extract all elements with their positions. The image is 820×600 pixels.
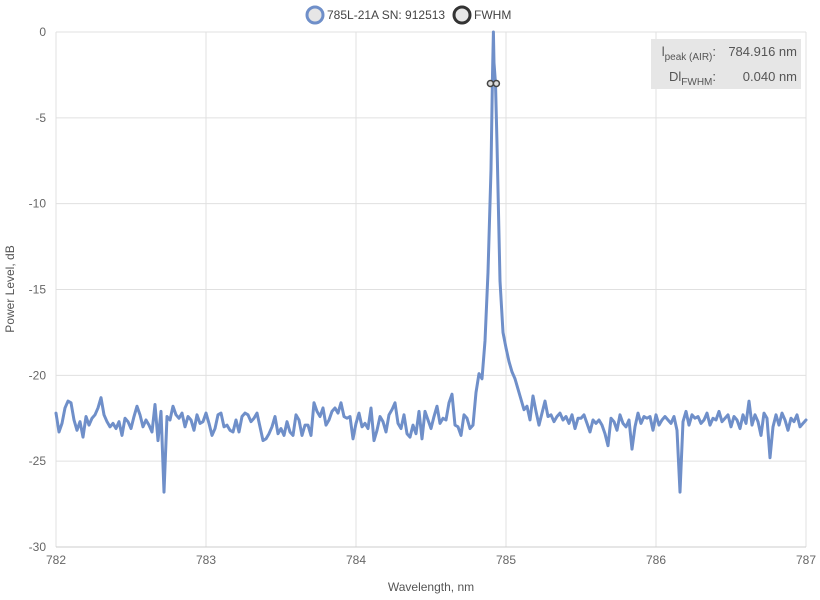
x-tick-label: 785 [496, 553, 516, 567]
grid [55, 31, 807, 548]
peak-wavelength-label: lpeak (AIR): [662, 44, 716, 63]
y-tick-label: -10 [29, 197, 47, 211]
y-tick-label: -30 [29, 540, 47, 554]
legend-label-spectrum: 785L-21A SN: 912513 [327, 8, 445, 22]
fwhm-marker [492, 79, 501, 88]
y-axis-ticks: 0 -5 -10 -15 -20 -25 -30 [29, 25, 47, 554]
fwhm-symbol: Dl [669, 69, 681, 84]
x-tick-label: 783 [196, 553, 216, 567]
y-axis-title: Power Level, dB [3, 245, 17, 332]
x-axis-title: Wavelength, nm [388, 580, 474, 594]
y-tick-label: -20 [29, 368, 47, 382]
y-tick-label: -15 [29, 283, 47, 297]
x-tick-label: 786 [646, 553, 666, 567]
peak-wavelength-value: 784.916 nm [728, 44, 797, 59]
fwhm-marker [486, 79, 495, 88]
series-line [54, 30, 808, 494]
legend-item-spectrum[interactable]: 785L-21A SN: 912513 [305, 5, 445, 25]
x-tick-label: 782 [46, 553, 66, 567]
series-layer [54, 30, 808, 494]
peak-symbol: l [662, 44, 665, 59]
fwhm-markers [486, 79, 501, 88]
peak-info-box: lpeak (AIR): 784.916 nm DlFWHM: 0.040 nm [651, 39, 801, 89]
x-axis-ticks: 782 783 784 785 786 787 [46, 553, 816, 567]
peak-info-background [651, 39, 801, 89]
peak-colon: : [712, 44, 716, 59]
x-tick-label: 784 [346, 553, 366, 567]
legend[interactable]: 785L-21A SN: 912513 FWHM [305, 5, 511, 25]
peak-subscript: peak (AIR) [665, 52, 713, 63]
fwhm-subscript: FWHM [681, 77, 712, 88]
y-tick-label: 0 [39, 25, 46, 39]
legend-swatch-spectrum [305, 5, 325, 25]
y-tick-label: -25 [29, 454, 47, 468]
legend-swatch-fwhm [452, 5, 472, 25]
fwhm-colon: : [712, 69, 716, 84]
x-tick-label: 787 [796, 553, 816, 567]
legend-label-fwhm: FWHM [474, 8, 511, 22]
fwhm-width-label: DlFWHM: [669, 69, 716, 88]
legend-item-fwhm[interactable]: FWHM [452, 5, 511, 25]
fwhm-width-value: 0.040 nm [743, 69, 797, 84]
y-tick-label: -5 [35, 111, 46, 125]
